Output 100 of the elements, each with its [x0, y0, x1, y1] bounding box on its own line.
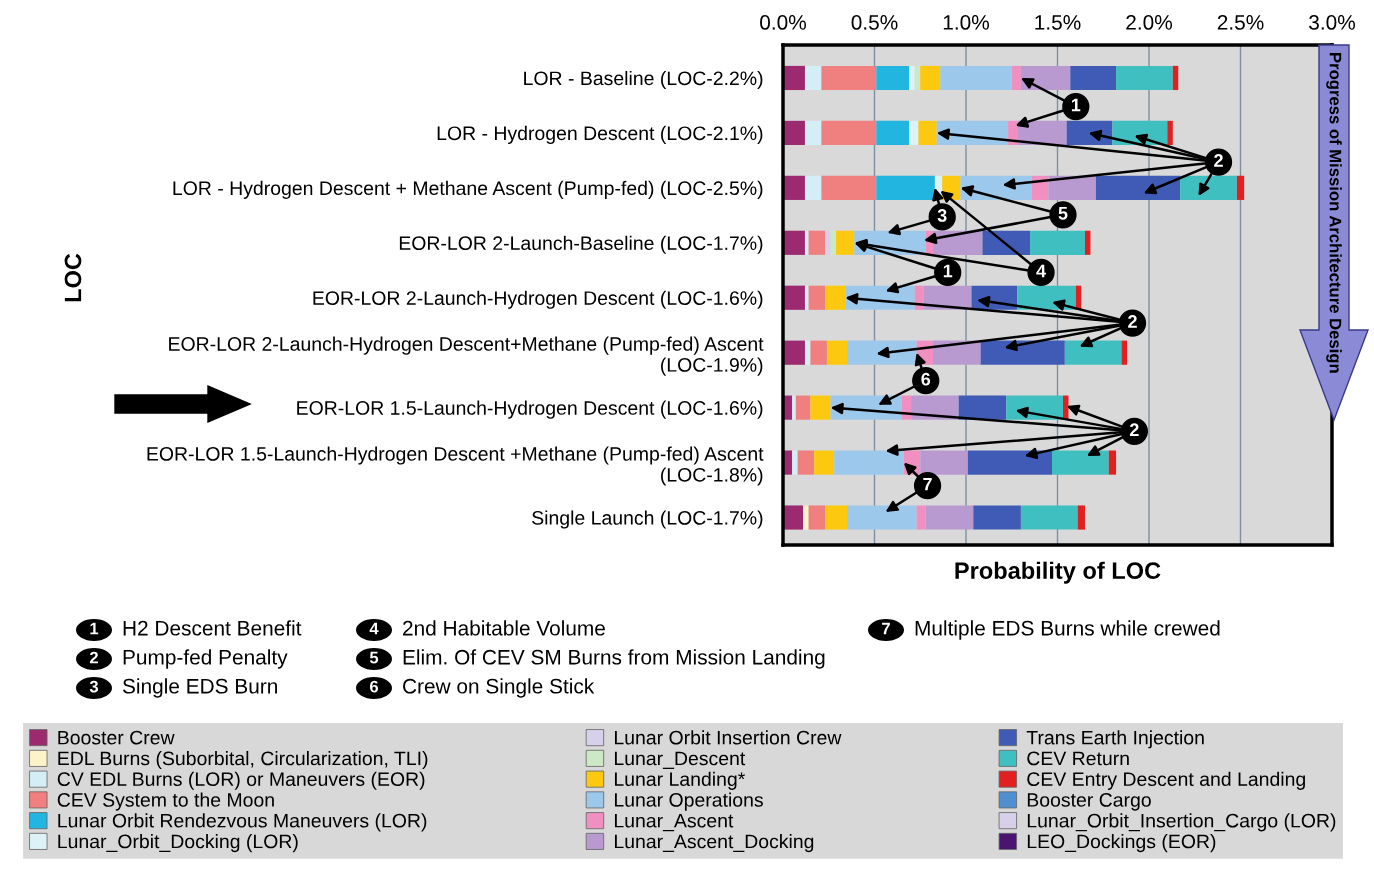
text: 5 — [369, 651, 379, 664]
legend-label: EDL Burns (Suborbital, Circularization, TLI) — [58, 751, 428, 770]
bar — [821, 65, 877, 91]
y-tick-label: LOR - Hydrogen Descent (LOC-2.1%) — [437, 125, 763, 144]
bar — [808, 285, 826, 310]
legend-label: CV EDL Burns (LOR) or Maneuvers (EOR) — [57, 771, 425, 790]
annotation: 1 — [943, 264, 953, 278]
bar — [1020, 505, 1078, 530]
annotation: 7 — [923, 477, 932, 491]
legend-label: CEV System to the Moon — [57, 792, 274, 811]
annotation: 2 — [1128, 315, 1137, 328]
bar — [1011, 65, 1021, 91]
bar — [821, 175, 877, 200]
x-tick-label: 2.0% — [1126, 15, 1172, 30]
bar — [803, 505, 809, 530]
legend-label: Lunar Orbit Rendezvous Maneuvers (LOR) — [58, 813, 427, 832]
legend-label: Trans Earth Injection — [1026, 730, 1204, 749]
annotation: 1 — [1071, 98, 1081, 112]
bar — [792, 450, 798, 475]
bar — [1070, 65, 1117, 91]
y-tick-label: EOR-LOR 1.5-Launch-Hydrogen Descent (LOC-1.6%) — [297, 400, 763, 419]
text: 2 — [89, 651, 98, 664]
annotation: 5 — [1058, 207, 1068, 220]
x-tick-label: 0.0% — [760, 15, 806, 30]
bar — [825, 505, 848, 530]
bar — [916, 505, 926, 530]
y-tick-label: Single Launch (LOC-1.7%) — [532, 510, 763, 529]
legend-label: Lunar_Ascent_Docking — [614, 834, 814, 853]
text: H2 Descent Benefit — [123, 620, 302, 636]
bar — [920, 65, 941, 91]
legend-label: Lunar_Ascent — [614, 813, 734, 832]
y-tick-label: EOR-LOR 2-Launch-Baseline (LOC-1.7%) — [399, 235, 763, 254]
bar — [1095, 175, 1181, 200]
bar — [909, 120, 919, 145]
bar — [925, 505, 974, 530]
bar — [834, 450, 904, 475]
bar — [783, 340, 805, 365]
bar — [783, 175, 805, 200]
bar — [1052, 450, 1109, 475]
bar — [909, 65, 915, 91]
bar — [814, 450, 835, 475]
annotation: 4 — [1036, 264, 1046, 278]
text: 1 — [90, 622, 99, 635]
y-tick-label: EOR-LOR 2-Launch-Hydrogen Descent (LOC-1.6%) — [313, 290, 763, 309]
x-axis-title: Probability of LOC — [955, 561, 1161, 584]
bar — [1121, 340, 1128, 365]
legend-label: Lunar Landing* — [614, 771, 745, 790]
bar — [795, 395, 811, 420]
annotation: 2 — [1129, 423, 1139, 436]
bar — [792, 395, 796, 420]
y-tick-label: EOR-LOR 1.5-Launch-Hydrogen Descent +Methane (Pump-fed) Ascent (LOC-1.8%) — [147, 446, 764, 486]
bar — [783, 285, 805, 310]
legend-label: Lunar Operations — [614, 792, 763, 811]
bar — [825, 230, 831, 255]
x-tick-label: 1.5% — [1035, 15, 1081, 30]
bar — [967, 450, 1053, 475]
y-tick-label: LOR - Baseline (LOC-2.2%) — [524, 70, 763, 90]
bar — [1020, 65, 1071, 91]
bar — [914, 65, 921, 91]
bar — [1167, 120, 1173, 145]
legend-label: Lunar_Descent — [614, 751, 746, 769]
bar — [830, 230, 837, 255]
legend-label: Lunar_Orbit_Insertion_Cargo (LOR) — [1027, 813, 1336, 832]
y-tick-label: LOR - Hydrogen Descent + Methane Ascent (Pump-fed) (LOC-2.5%) — [173, 180, 763, 199]
bar — [920, 450, 968, 475]
bar — [940, 65, 1012, 91]
bar — [1172, 65, 1179, 91]
text: 6 — [369, 680, 379, 693]
annotation: 6 — [921, 372, 931, 386]
bar — [1077, 505, 1085, 530]
bar — [804, 65, 822, 91]
text: Crew on Single Stick — [403, 678, 595, 698]
text: 7 — [882, 622, 890, 635]
bar — [876, 175, 935, 200]
bar — [783, 120, 805, 145]
bar — [973, 505, 1021, 530]
bar — [797, 450, 815, 475]
bar — [958, 395, 1007, 420]
text: Elim. Of CEV SM Burns from Mission Landing — [403, 649, 825, 669]
legend-label: CEV Entry Descent and Landing — [1027, 771, 1305, 790]
bar — [876, 65, 910, 91]
bar — [804, 285, 809, 310]
text: Multiple EDS Burns while crewed — [915, 620, 1220, 640]
bar — [783, 230, 805, 255]
bar — [783, 65, 805, 91]
text: 4 — [369, 622, 379, 635]
bar — [825, 285, 846, 310]
bar — [826, 340, 848, 365]
bar — [808, 230, 826, 255]
bar — [1236, 175, 1245, 200]
text: Pump-fed Penalty — [123, 649, 288, 669]
bar — [1064, 340, 1122, 365]
bar — [847, 340, 917, 365]
x-tick-label: 2.5% — [1217, 15, 1264, 30]
bar — [918, 120, 937, 145]
bar — [836, 230, 855, 255]
x-tick-label: 0.5% — [851, 15, 898, 30]
bar — [804, 340, 811, 365]
annotation: 2 — [1214, 154, 1223, 167]
y-tick-label: EOR-LOR 2-Launch-Hydrogen Descent+Methane (Pump-fed) Ascent (LOC-1.9%) — [169, 336, 764, 376]
